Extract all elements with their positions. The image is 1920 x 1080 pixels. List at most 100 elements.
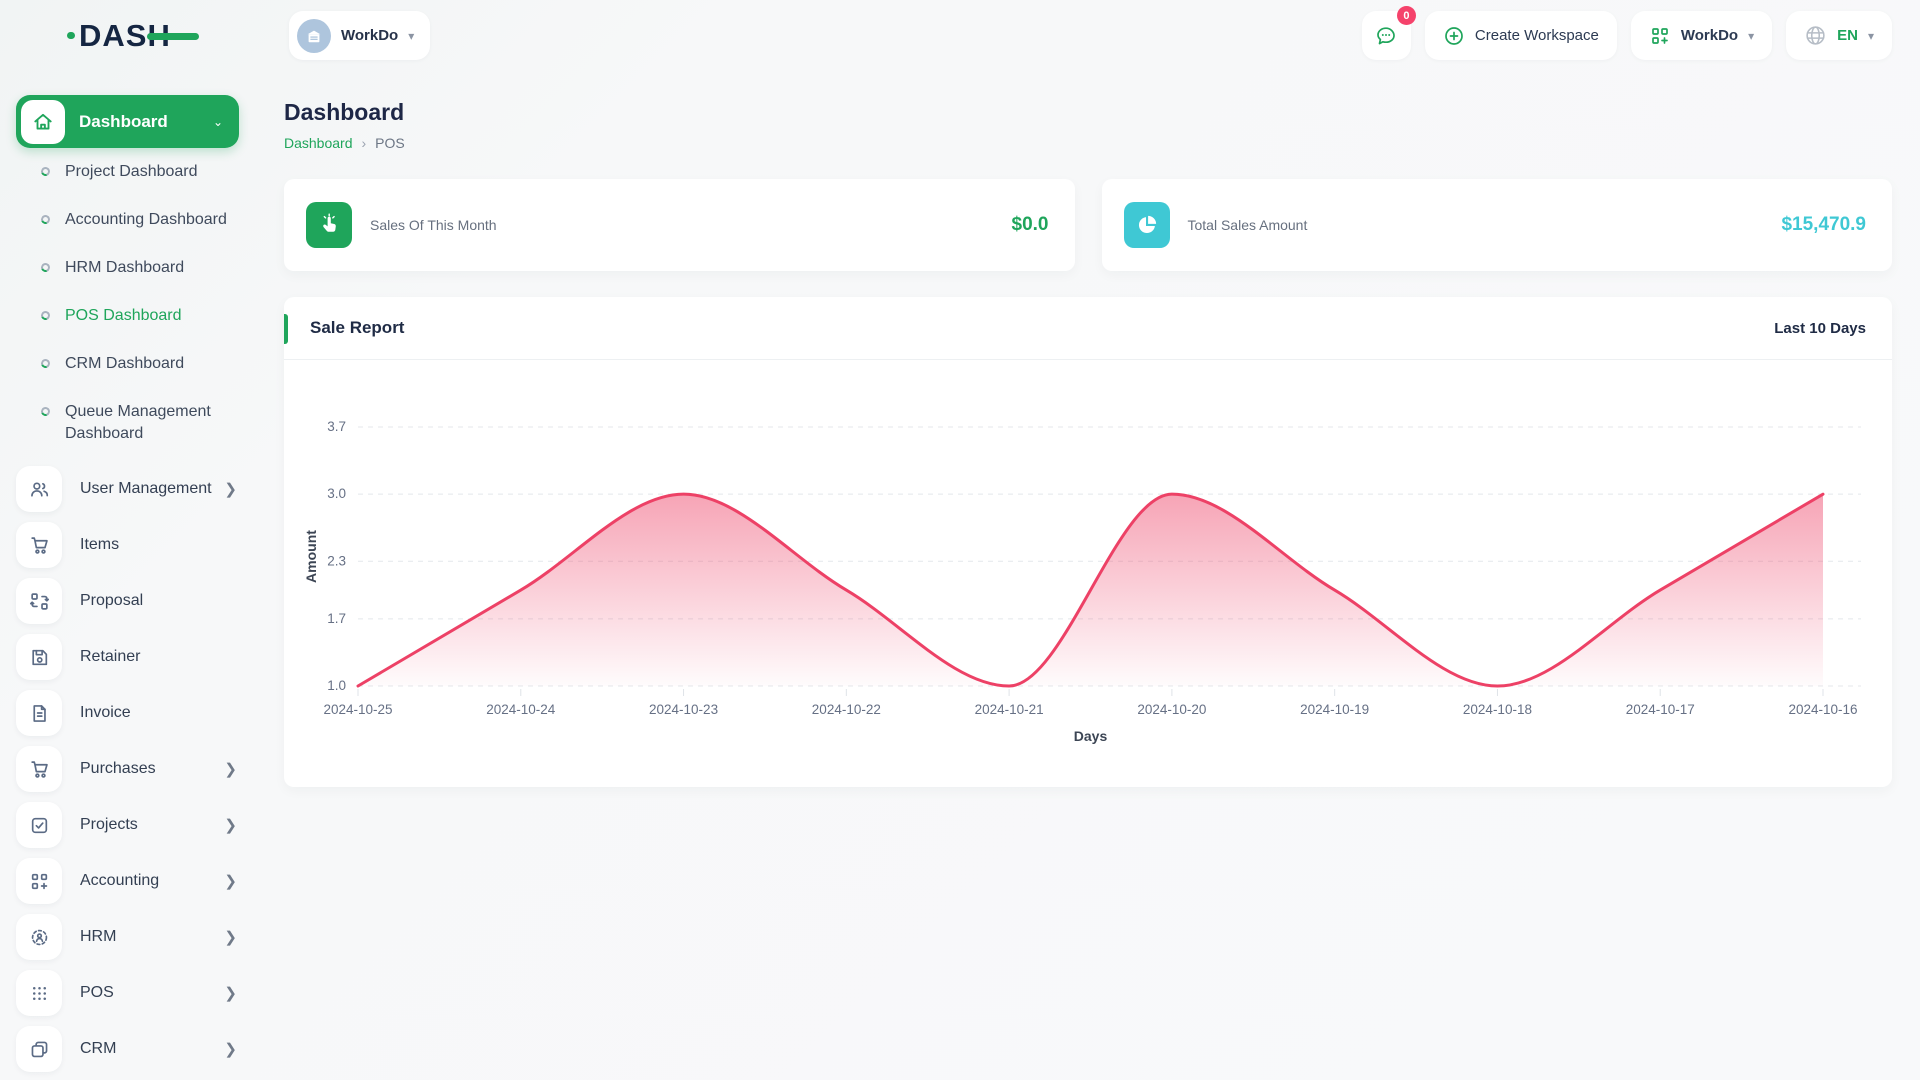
bullet-icon bbox=[39, 309, 52, 322]
sidebar-item-purchases[interactable]: Purchases ❯ bbox=[16, 746, 237, 792]
area-chart-svg: 1.0 1.7 2.3 3.0 3.7 2024-10-25 2024-10-24 2024-… bbox=[303, 419, 1861, 744]
globe-icon bbox=[1806, 26, 1825, 45]
dashboard-submenu: Project Dashboard Accounting Dashboard H… bbox=[0, 148, 257, 458]
bullet-icon bbox=[39, 405, 52, 418]
stat-card-total-sales-amount: Total Sales Amount $15,470.9 bbox=[1101, 179, 1892, 271]
sidebar-item-projects[interactable]: Projects ❯ bbox=[16, 802, 237, 848]
svg-text:3.0: 3.0 bbox=[327, 486, 346, 501]
breadcrumb-separator-icon: › bbox=[361, 135, 367, 151]
page-title: Dashboard bbox=[284, 99, 405, 125]
top-header: DASH WorkDo ▾ 0 Create Workspace bbox=[0, 0, 1920, 71]
workspace-switcher[interactable]: WorkDo ▾ bbox=[289, 11, 431, 60]
proposal-transfer-icon bbox=[16, 578, 62, 624]
chevron-down-icon: ▾ bbox=[1867, 28, 1874, 43]
stat-value: $15,470.9 bbox=[1781, 214, 1866, 235]
breadcrumb-current: POS bbox=[375, 135, 405, 151]
stat-label: Total Sales Amount bbox=[1187, 217, 1308, 233]
sidebar-item-pos-dashboard[interactable]: POS Dashboard bbox=[0, 292, 257, 340]
stat-value: $0.0 bbox=[1011, 214, 1049, 235]
svg-text:2024-10-25: 2024-10-25 bbox=[323, 702, 392, 717]
chat-bubble-icon bbox=[1377, 26, 1396, 44]
chevron-right-icon: ❯ bbox=[224, 929, 237, 946]
svg-text:1.7: 1.7 bbox=[327, 611, 346, 626]
main-content: Dashboard Dashboard › POS Sales Of This … bbox=[257, 71, 1920, 1080]
sidebar-item-invoice[interactable]: Invoice bbox=[16, 690, 237, 736]
sale-report-chart: 1.0 1.7 2.3 3.0 3.7 2024-10-25 2024-10-24 2024-… bbox=[284, 360, 1892, 787]
sidebar-menu: User Management ❯ Items Proposal Retainer bbox=[0, 466, 257, 1072]
svg-text:2024-10-17: 2024-10-17 bbox=[1626, 702, 1695, 717]
svg-text:2024-10-21: 2024-10-21 bbox=[975, 702, 1044, 717]
sidebar-item-pos[interactable]: POS ❯ bbox=[16, 970, 237, 1016]
svg-text:2.3: 2.3 bbox=[327, 553, 346, 568]
workspace-menu-button[interactable]: WorkDo ▾ bbox=[1630, 11, 1773, 60]
sidebar-item-queue-management-dashboard[interactable]: Queue Management Dashboard bbox=[0, 388, 257, 458]
svg-text:2024-10-20: 2024-10-20 bbox=[1137, 702, 1206, 717]
bullet-icon bbox=[39, 357, 52, 370]
chart-range-label: Last 10 Days bbox=[1774, 319, 1866, 337]
chevron-down-icon: ▾ bbox=[408, 28, 415, 43]
building-icon bbox=[307, 30, 321, 42]
sidebar-item-hrm-dashboard[interactable]: HRM Dashboard bbox=[0, 244, 257, 292]
workspace-avatar bbox=[297, 18, 331, 53]
svg-text:Amount: Amount bbox=[303, 530, 319, 583]
chevron-right-icon: ❯ bbox=[224, 985, 237, 1002]
chevron-right-icon: ❯ bbox=[224, 761, 237, 778]
sidebar-item-items[interactable]: Items bbox=[16, 522, 237, 568]
svg-text:3.7: 3.7 bbox=[327, 419, 346, 434]
chart-title: Sale Report bbox=[310, 318, 405, 337]
svg-text:2024-10-23: 2024-10-23 bbox=[649, 702, 718, 717]
cart-icon bbox=[16, 522, 62, 568]
app-logo[interactable]: DASH bbox=[0, 18, 257, 54]
sidebar-item-project-dashboard[interactable]: Project Dashboard bbox=[0, 148, 257, 196]
messages-count-badge: 0 bbox=[1396, 6, 1416, 25]
sidebar-item-crm[interactable]: CRM ❯ bbox=[16, 1026, 237, 1072]
document-icon bbox=[16, 690, 62, 736]
svg-text:2024-10-22: 2024-10-22 bbox=[812, 702, 881, 717]
sidebar-item-hrm[interactable]: HRM ❯ bbox=[16, 914, 237, 960]
svg-text:2024-10-19: 2024-10-19 bbox=[1300, 702, 1369, 717]
check-square-icon bbox=[16, 802, 62, 848]
sidebar-item-accounting-dashboard[interactable]: Accounting Dashboard bbox=[0, 196, 257, 244]
svg-text:Days: Days bbox=[1074, 728, 1108, 744]
cards-icon bbox=[16, 1026, 62, 1072]
sidebar-item-user-management[interactable]: User Management ❯ bbox=[16, 466, 237, 512]
sidebar-item-proposal[interactable]: Proposal bbox=[16, 578, 237, 624]
sidebar-item-dashboard[interactable]: Dashboard ⌄ bbox=[16, 95, 239, 148]
chevron-down-icon: ⌄ bbox=[212, 114, 223, 129]
stat-label: Sales Of This Month bbox=[370, 217, 497, 233]
save-icon bbox=[16, 634, 62, 680]
breadcrumb: Dashboard › POS bbox=[284, 135, 1892, 151]
svg-text:1.0: 1.0 bbox=[327, 678, 346, 693]
messages-button[interactable]: 0 bbox=[1361, 6, 1416, 60]
bullet-icon bbox=[39, 165, 52, 178]
sidebar-item-retainer[interactable]: Retainer bbox=[16, 634, 237, 680]
hand-click-icon bbox=[306, 202, 352, 248]
language-selector[interactable]: EN ▾ bbox=[1786, 11, 1892, 60]
dots-grid-icon bbox=[16, 970, 62, 1016]
sidebar-item-crm-dashboard[interactable]: CRM Dashboard bbox=[0, 340, 257, 388]
logo-dash-icon bbox=[146, 32, 199, 40]
svg-text:2024-10-24: 2024-10-24 bbox=[486, 702, 556, 717]
create-workspace-button[interactable]: Create Workspace bbox=[1424, 11, 1617, 60]
workspace-name: WorkDo bbox=[341, 27, 399, 44]
users-icon bbox=[16, 466, 62, 512]
chevron-right-icon: ❯ bbox=[224, 873, 237, 890]
sidebar-item-accounting[interactable]: Accounting ❯ bbox=[16, 858, 237, 904]
sidebar: Dashboard ⌄ Project Dashboard Accounting… bbox=[0, 71, 257, 1080]
sale-report-card: Sale Report Last 10 Days 1.0 1.7 2.3 3.0 3.7… bbox=[284, 297, 1892, 787]
card-accent-bar bbox=[284, 314, 288, 344]
breadcrumb-dashboard-link[interactable]: Dashboard bbox=[284, 135, 353, 151]
svg-text:2024-10-16: 2024-10-16 bbox=[1788, 702, 1857, 717]
stat-card-sales-of-this-month: Sales Of This Month $0.0 bbox=[284, 179, 1075, 271]
language-code: EN bbox=[1837, 27, 1858, 44]
home-icon bbox=[21, 99, 65, 144]
bullet-icon bbox=[39, 213, 52, 226]
chevron-down-icon: ▾ bbox=[1748, 28, 1755, 43]
target-user-icon bbox=[16, 914, 62, 960]
logo-dot-icon bbox=[67, 31, 75, 39]
plus-circle-icon bbox=[1445, 26, 1463, 45]
cart-icon bbox=[16, 746, 62, 792]
bullet-icon bbox=[39, 261, 52, 274]
chevron-right-icon: ❯ bbox=[224, 481, 237, 498]
pie-chart-icon bbox=[1123, 202, 1170, 248]
